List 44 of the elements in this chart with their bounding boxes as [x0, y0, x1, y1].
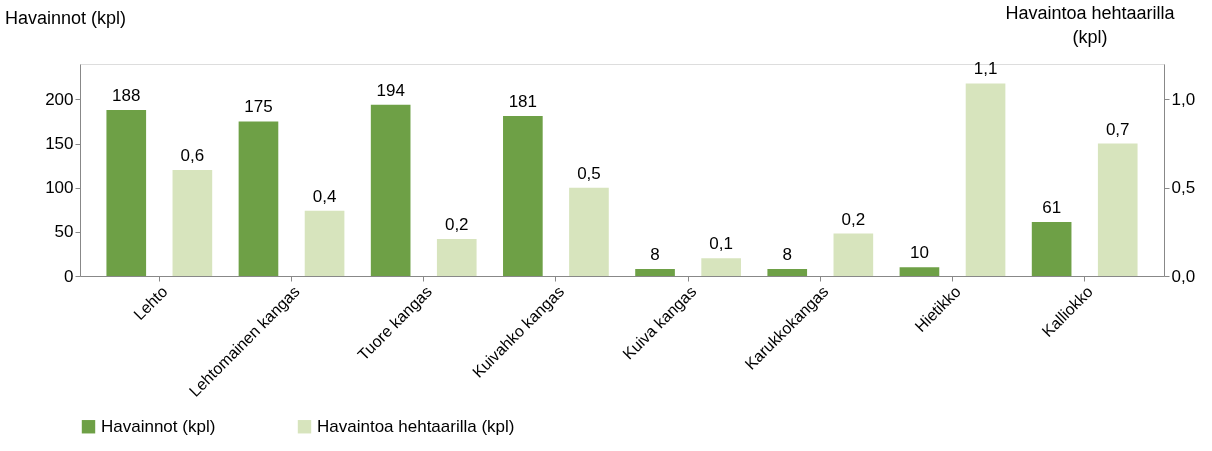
- y-tick-label: 0: [64, 266, 74, 286]
- bar: [503, 116, 543, 276]
- y-tick-label: 150: [45, 134, 74, 153]
- data-label: 188: [112, 85, 141, 105]
- data-label: 10: [909, 243, 929, 263]
- y-tick-label: 200: [45, 89, 74, 109]
- bar: [370, 104, 411, 276]
- data-label: 0,1: [709, 234, 733, 254]
- y2-axis-title: Havaintoa hehtaarilla (kpl): [1005, 3, 1176, 47]
- data-label: 181: [508, 92, 538, 112]
- y-tick-label: 100: [45, 178, 74, 198]
- data-label: 61: [1042, 198, 1062, 218]
- bar: [635, 268, 675, 276]
- bar: [304, 210, 345, 276]
- bar: [1097, 143, 1138, 276]
- data-label: 0,4: [312, 186, 337, 206]
- data-label: 175: [244, 97, 273, 117]
- bar: [436, 238, 477, 276]
- data-label: 0,6: [180, 146, 205, 165]
- data-label: 8: [650, 244, 660, 264]
- data-label: 0,7: [1105, 119, 1130, 139]
- bar: [172, 170, 213, 276]
- y2-tick-label: 0,0: [1171, 266, 1196, 286]
- data-label: 0,2: [444, 214, 469, 234]
- y2-tick-label: 0,5: [1171, 178, 1196, 198]
- bar: [569, 187, 609, 276]
- data-label: 194: [376, 80, 405, 100]
- data-label: 8: [782, 244, 792, 264]
- bar: [238, 121, 279, 276]
- bar: [965, 83, 1006, 276]
- bar: [701, 258, 741, 276]
- legend-label: Havainnot (kpl): [101, 416, 216, 436]
- data-label: 1,1: [973, 59, 998, 79]
- y-axis-title: Havainnot (kpl): [5, 8, 127, 28]
- bar: [106, 109, 147, 276]
- y2-tick-label: 1,0: [1171, 89, 1196, 109]
- bar: [1031, 222, 1072, 276]
- legend-label: Havaintoa hehtaarilla (kpl): [317, 416, 515, 436]
- y-tick-label: 50: [54, 222, 74, 242]
- data-label: 0,2: [841, 209, 866, 229]
- bar: [833, 233, 874, 276]
- data-label: 0,5: [577, 163, 601, 183]
- bar: [899, 267, 940, 276]
- bar: [767, 268, 808, 276]
